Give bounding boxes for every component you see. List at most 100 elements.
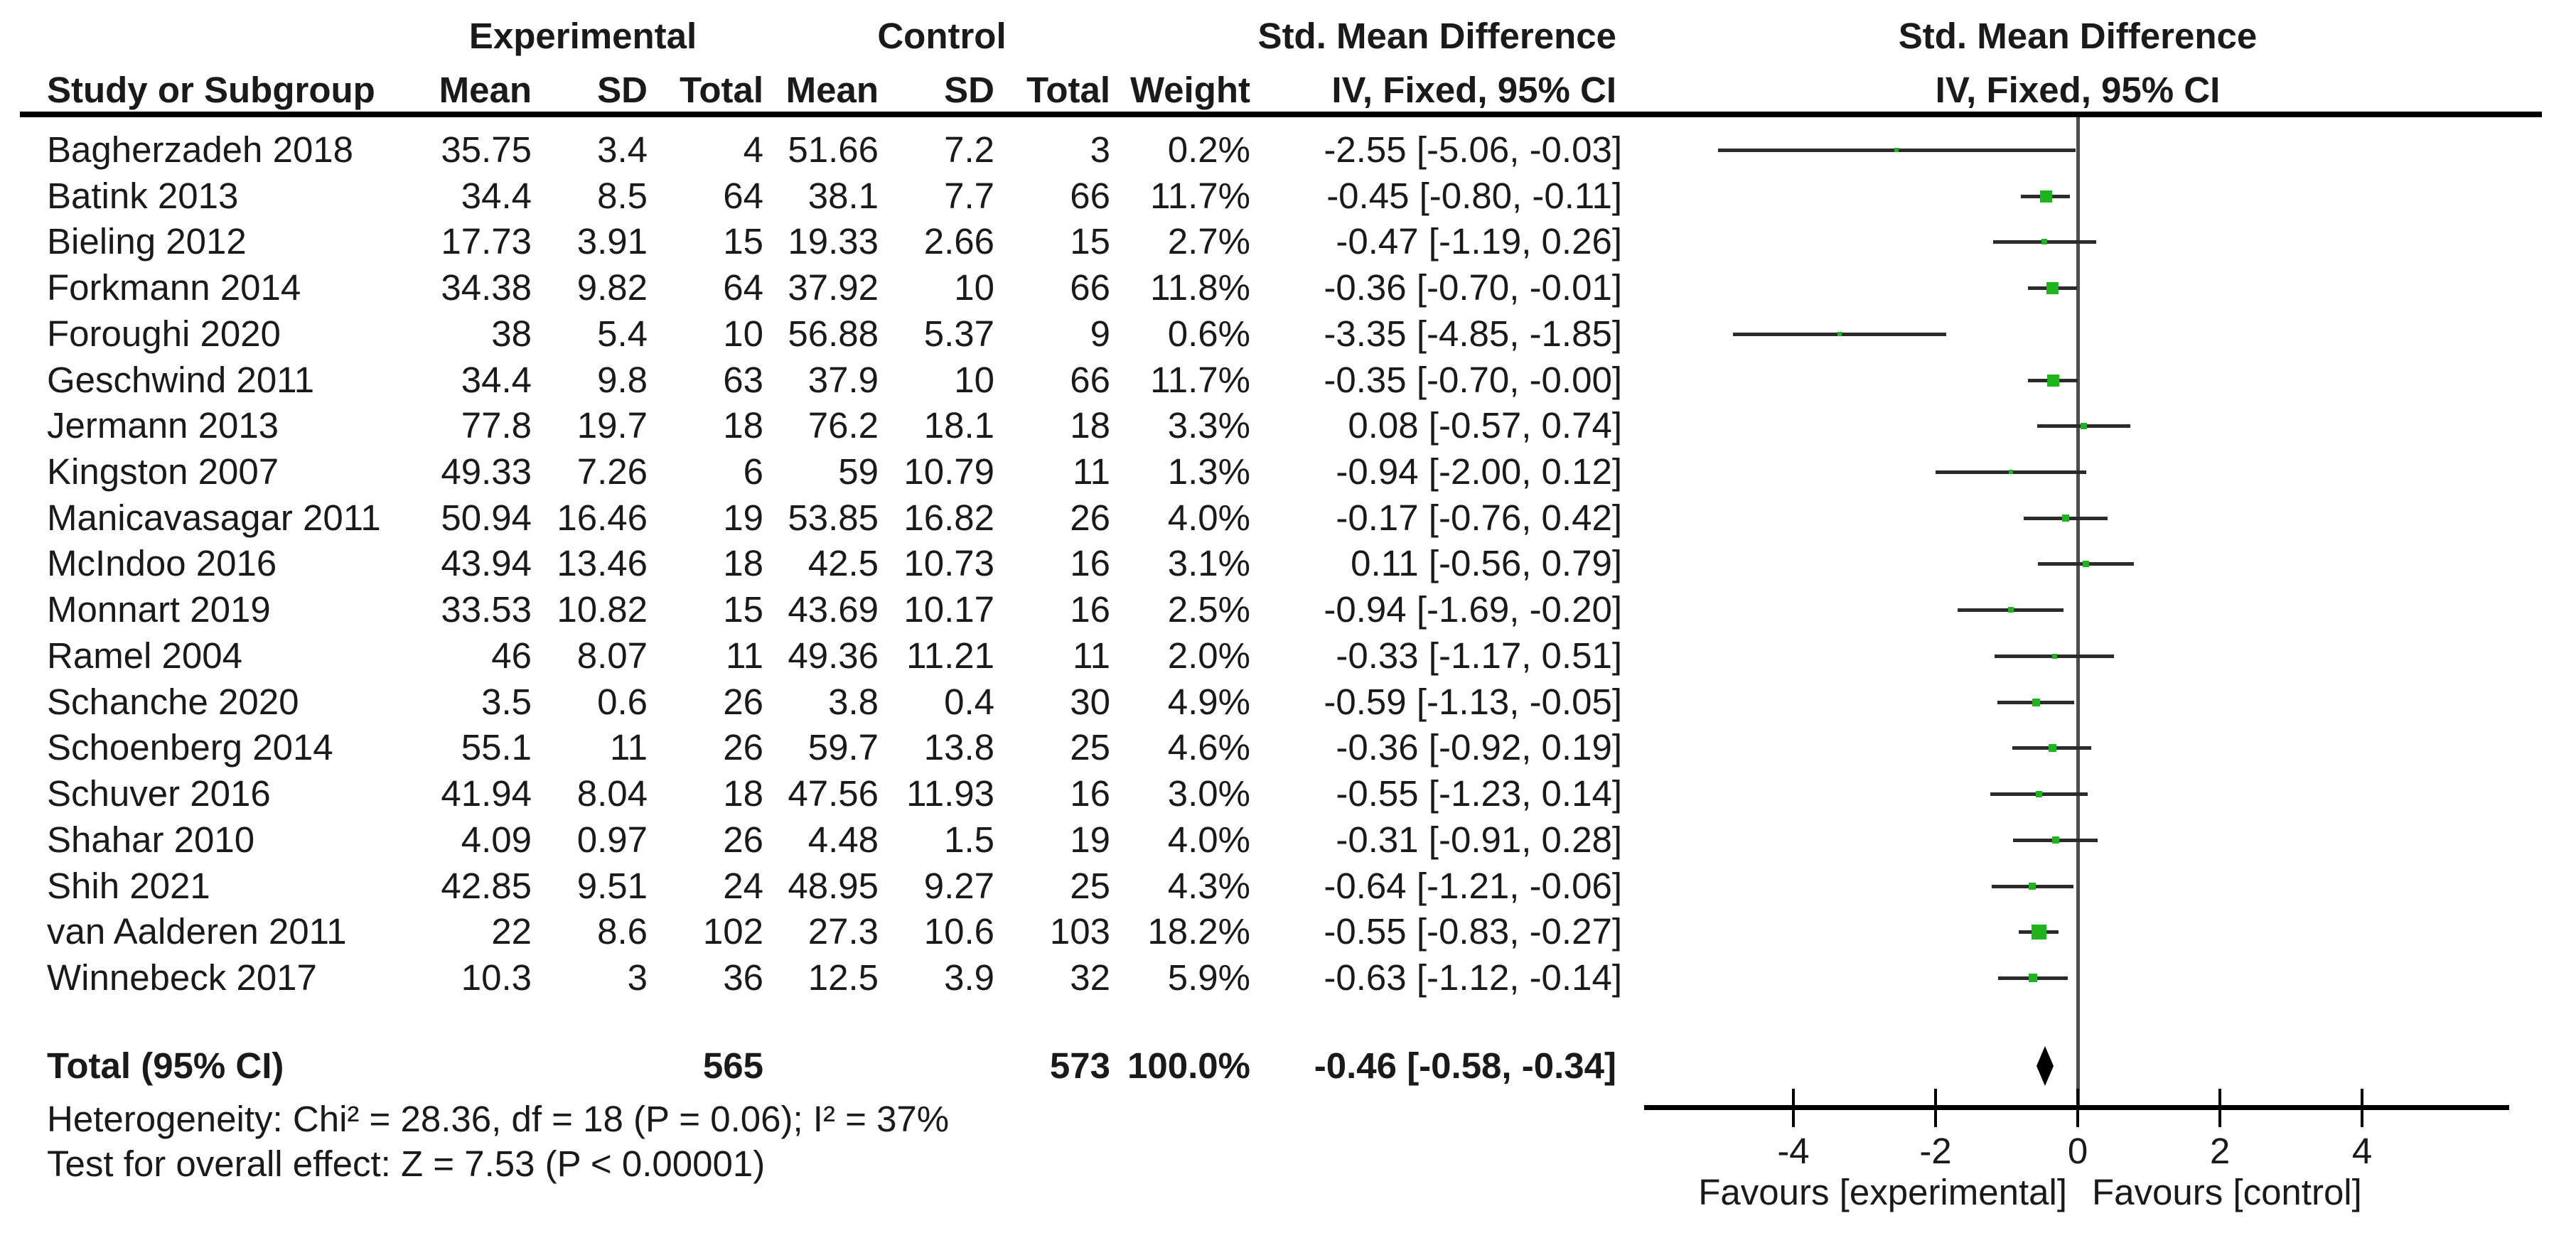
cell-weight: 11.7%: [1150, 176, 1250, 216]
cell-n2: 66: [1070, 360, 1110, 400]
cell-sd2: 13.8: [923, 727, 994, 768]
cell-mean1: 33.53: [441, 589, 532, 630]
cell-ci-text: -0.36 [-0.70, -0.01]: [1324, 267, 1622, 308]
study-name: Manicavasagar 2011: [47, 497, 381, 538]
cell-mean1: 35.75: [441, 129, 532, 170]
cell-mean1: 34.4: [461, 360, 532, 400]
cell-weight: 4.0%: [1167, 819, 1250, 860]
cell-n2: 16: [1070, 773, 1110, 814]
study-name: Shahar 2010: [47, 819, 255, 860]
cell-ci-text: -0.55 [-0.83, -0.27]: [1324, 911, 1622, 952]
cell-sd1: 8.04: [576, 773, 648, 814]
cell-sd2: 10: [954, 360, 994, 400]
study-name: Schuver 2016: [47, 773, 271, 814]
total-weight: 100.0%: [1127, 1045, 1250, 1086]
cell-n2: 103: [1049, 911, 1110, 952]
column-header-sd2: SD: [944, 70, 994, 110]
total-ci-text: -0.46 [-0.58, -0.34]: [1314, 1045, 1616, 1086]
cell-ci-text: -0.94 [-2.00, 0.12]: [1336, 451, 1622, 492]
cell-sd2: 1.5: [944, 819, 994, 860]
cell-sd2: 5.37: [923, 313, 994, 354]
x-axis-tick: [2218, 1089, 2221, 1127]
cell-weight: 0.2%: [1167, 129, 1250, 170]
effect-marker: [1894, 148, 1899, 152]
study-name: Bieling 2012: [47, 221, 247, 262]
cell-sd2: 11.21: [906, 635, 994, 676]
cell-weight: 1.3%: [1167, 451, 1250, 492]
effect-marker: [2040, 190, 2052, 203]
cell-n1: 15: [723, 221, 763, 262]
cell-n2: 16: [1070, 589, 1110, 630]
cell-n1: 36: [723, 957, 763, 998]
x-axis-tick: [1934, 1089, 1937, 1127]
effect-marker: [2052, 836, 2059, 844]
cell-sd1: 10.82: [557, 589, 648, 630]
cell-sd1: 3.4: [597, 129, 648, 170]
cell-weight: 11.7%: [1150, 360, 1250, 400]
cell-sd2: 10: [954, 267, 994, 308]
column-header-total2: Total: [1026, 70, 1110, 110]
cell-n2: 9: [1090, 313, 1110, 354]
graph-column-title: Std. Mean Difference: [1898, 16, 2258, 56]
cell-sd2: 10.17: [903, 589, 994, 630]
cell-mean1: 3.5: [481, 682, 532, 722]
effect-marker: [2047, 375, 2059, 387]
effect-marker: [2036, 791, 2042, 797]
column-header-mean2: Mean: [785, 70, 879, 110]
cell-sd1: 11: [610, 727, 648, 768]
cell-n2: 11: [1073, 451, 1110, 492]
cell-n2: 66: [1070, 267, 1110, 308]
cell-mean1: 77.8: [461, 405, 532, 446]
cell-mean1: 49.33: [441, 451, 532, 492]
favours-left-label: Favours [experimental]: [1698, 1172, 2067, 1212]
cell-ci-text: -2.55 [-5.06, -0.03]: [1324, 129, 1622, 170]
x-axis-tick-label: -2: [1919, 1131, 1952, 1171]
cell-weight: 11.8%: [1150, 267, 1250, 308]
effect-marker: [2008, 607, 2014, 613]
cell-ci-text: -0.64 [-1.21, -0.06]: [1324, 866, 1622, 906]
cell-sd1: 9.51: [576, 866, 648, 906]
graph-column-subtitle: IV, Fixed, 95% CI: [1935, 70, 2221, 110]
study-name: Winnebeck 2017: [47, 957, 317, 998]
cell-mean2: 37.9: [807, 360, 879, 400]
cell-mean1: 46: [491, 635, 532, 676]
group-header-experimental: Experimental: [468, 16, 697, 56]
cell-ci-text: -0.47 [-1.19, 0.26]: [1336, 221, 1622, 262]
x-axis-tick: [1792, 1089, 1795, 1127]
cell-sd1: 8.07: [576, 635, 648, 676]
total-label: Total (95% CI): [47, 1045, 284, 1086]
cell-n1: 63: [723, 360, 763, 400]
cell-mean1: 22: [491, 911, 532, 952]
cell-sd1: 9.82: [576, 267, 648, 308]
cell-mean2: 56.88: [788, 313, 879, 354]
cell-sd2: 7.2: [944, 129, 994, 170]
cell-mean2: 37.92: [788, 267, 879, 308]
cell-mean2: 12.5: [807, 957, 879, 998]
effect-marker: [2029, 974, 2037, 982]
cell-ci-text: -3.35 [-4.85, -1.85]: [1324, 313, 1622, 354]
cell-n1: 24: [723, 866, 763, 906]
cell-mean1: 42.85: [441, 866, 532, 906]
cell-mean1: 34.38: [441, 267, 532, 308]
study-name: Schoenberg 2014: [47, 727, 333, 768]
cell-n1: 18: [723, 405, 763, 446]
study-name: Ramel 2004: [47, 635, 242, 676]
cell-weight: 2.5%: [1167, 589, 1250, 630]
study-name: Bagherzadeh 2018: [47, 129, 354, 170]
effect-marker: [2083, 561, 2089, 567]
cell-n2: 32: [1070, 957, 1110, 998]
effect-marker: [2062, 515, 2069, 522]
cell-ci-text: -0.63 [-1.12, -0.14]: [1324, 957, 1622, 998]
cell-sd2: 10.73: [903, 543, 994, 583]
total-n1: 565: [702, 1045, 763, 1086]
cell-mean2: 59.7: [807, 727, 879, 768]
cell-sd2: 0.4: [944, 682, 994, 722]
cell-weight: 3.3%: [1167, 405, 1250, 446]
cell-mean1: 55.1: [461, 727, 532, 768]
cell-mean2: 53.85: [788, 497, 879, 538]
cell-sd1: 9.8: [597, 360, 648, 400]
cell-n1: 15: [723, 589, 763, 630]
study-name: Forkmann 2014: [47, 267, 301, 308]
cell-ci-text: -0.35 [-0.70, -0.00]: [1324, 360, 1622, 400]
header-rule: [20, 112, 2542, 117]
